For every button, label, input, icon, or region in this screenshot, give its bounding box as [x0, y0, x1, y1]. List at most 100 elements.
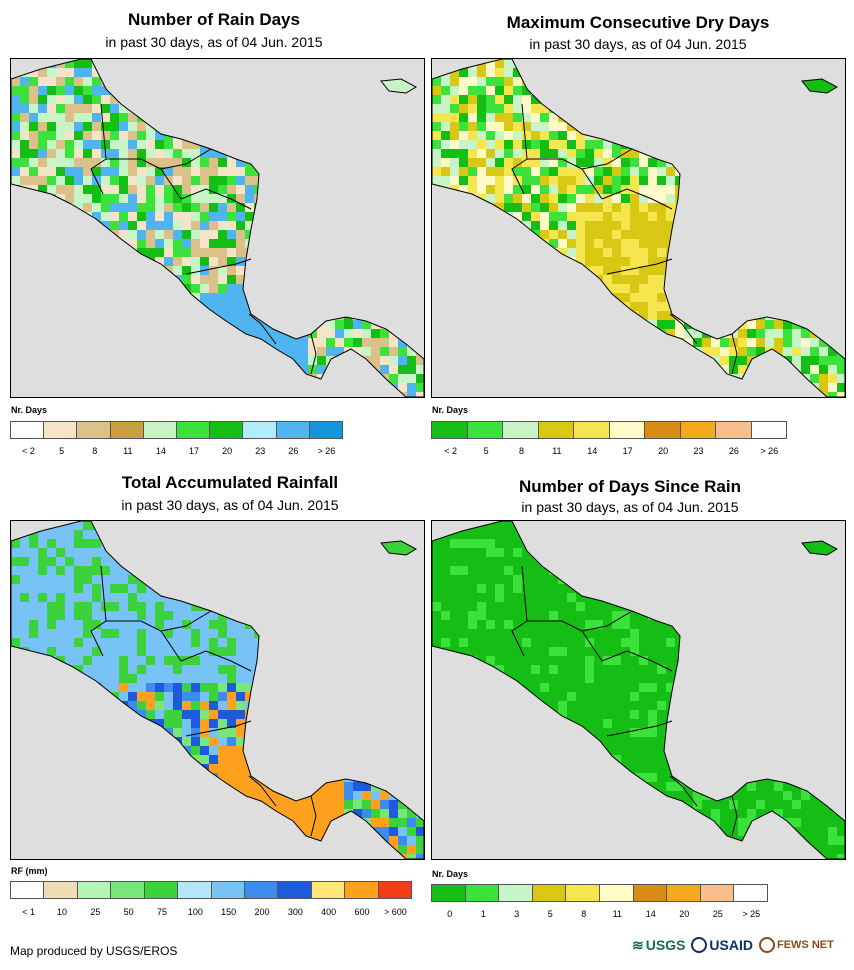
legend-swatch	[243, 422, 277, 438]
legend-label: 20	[222, 446, 233, 456]
legend-swatch	[467, 422, 503, 438]
fews-logo-text: FEWS NET	[776, 939, 834, 951]
legend-title: RF (mm)	[11, 866, 48, 876]
coastline	[432, 521, 845, 859]
map-svg	[11, 521, 424, 859]
panel-subtitle: in past 30 days, as of 04 Jun. 2015	[529, 36, 747, 52]
legend-label: 8	[518, 446, 525, 456]
legend-label: > 25	[742, 909, 761, 919]
country-border	[731, 333, 738, 375]
legend-label: 10	[56, 907, 68, 917]
legend-label: 11	[552, 446, 562, 456]
legend-swatch	[633, 885, 668, 901]
legend-swatch	[538, 422, 574, 438]
legend-swatch	[77, 882, 112, 898]
logo-strip: ≋ USGS USAID FEWS NET	[632, 933, 847, 957]
legend-swatch	[532, 885, 567, 901]
legend-labels: < 1 10 25 50 75 100 150 200 300 400 600 > 600	[10, 907, 410, 919]
legend-label: > 26	[317, 446, 336, 456]
country-border	[669, 313, 698, 345]
legend-swatch	[177, 422, 211, 438]
panel-title: Total Accumulated Rainfall	[121, 473, 339, 492]
legend-swatch	[503, 422, 539, 438]
usaid-logo: USAID	[691, 937, 753, 953]
legend-label: 26	[288, 446, 299, 456]
legend-swatch	[700, 885, 735, 901]
legend-swatch	[599, 885, 634, 901]
legend-swatch	[432, 422, 468, 438]
island	[380, 78, 418, 94]
legend-swatch	[178, 882, 212, 898]
legend-swatch	[667, 885, 701, 901]
legend-label: > 26	[760, 446, 779, 456]
legend-label: 3	[514, 909, 520, 919]
legend-label: 11	[123, 446, 133, 456]
legend-label: 200	[254, 907, 270, 917]
legend-swatch	[465, 885, 500, 901]
legend-labels: < 2 5 8 11 14 17 20 23 26 > 26	[10, 446, 341, 458]
country-border	[601, 650, 673, 672]
legend-swatch	[211, 882, 245, 898]
legend-label: < 1	[22, 907, 36, 917]
legend-label: 26	[728, 446, 739, 456]
legend-bar	[10, 881, 412, 899]
country-border	[160, 148, 212, 170]
country-border	[511, 103, 528, 195]
panel-subtitle: in past 30 days, as of 04 Jun. 2015	[105, 34, 323, 50]
legend-swatch	[309, 422, 343, 438]
legend-swatch	[11, 422, 45, 438]
legend-swatch	[44, 422, 78, 438]
legend-swatch	[311, 882, 346, 898]
legend-labels: < 2 5 8 11 14 17 20 23 26 > 26	[431, 446, 785, 458]
usgs-logo: ≋ USGS	[632, 937, 685, 954]
country-border	[106, 158, 182, 200]
legend-label: 17	[189, 446, 200, 456]
fews-globe-icon	[758, 937, 775, 953]
legend-swatch	[378, 882, 412, 898]
map-days-since-rain[interactable]	[431, 520, 846, 860]
legend-swatch	[499, 885, 533, 901]
legend-swatch	[716, 422, 752, 438]
map-rain-days[interactable]	[10, 58, 425, 398]
legend-label: 600	[354, 907, 370, 917]
legend-label: 50	[123, 907, 134, 917]
legend-label: > 600	[383, 907, 407, 917]
map-svg	[432, 59, 845, 397]
country-border	[106, 620, 182, 662]
map-svg	[11, 59, 424, 397]
country-border	[310, 333, 317, 375]
panel-subtitle: in past 30 days, as of 04 Jun. 2015	[121, 497, 339, 513]
country-border	[511, 565, 528, 657]
country-border	[731, 795, 738, 837]
map-total-rainfall[interactable]	[10, 520, 425, 860]
legend-label: 75	[156, 907, 168, 917]
coastline	[11, 521, 424, 859]
map-svg	[432, 521, 845, 859]
coastline	[11, 59, 424, 397]
legend-label: 400	[321, 907, 337, 917]
legend-label: 8	[92, 446, 98, 456]
legend-title: Nr. Days	[11, 405, 48, 415]
legend-label: 0	[447, 909, 453, 919]
country-border	[527, 158, 603, 200]
country-border	[185, 258, 252, 275]
usaid-logo-text: USAID	[709, 937, 753, 953]
country-border	[581, 610, 633, 632]
legend-label: 20	[679, 909, 690, 919]
island	[801, 540, 839, 556]
legend-label: 8	[581, 909, 587, 919]
legend-label: 14	[587, 446, 598, 456]
panel-title: Maximum Consecutive Dry Days	[506, 13, 770, 32]
legend-swatch	[734, 885, 767, 901]
coastline	[432, 59, 845, 397]
map-dry-days[interactable]	[431, 58, 846, 398]
country-border	[160, 610, 212, 632]
country-border	[248, 313, 277, 345]
legend-label: < 2	[444, 446, 458, 456]
legend-label: 300	[287, 907, 303, 917]
island	[801, 78, 839, 94]
legend-swatch	[244, 882, 279, 898]
country-border	[310, 795, 317, 837]
legend-swatch	[574, 422, 610, 438]
country-border	[180, 650, 252, 672]
